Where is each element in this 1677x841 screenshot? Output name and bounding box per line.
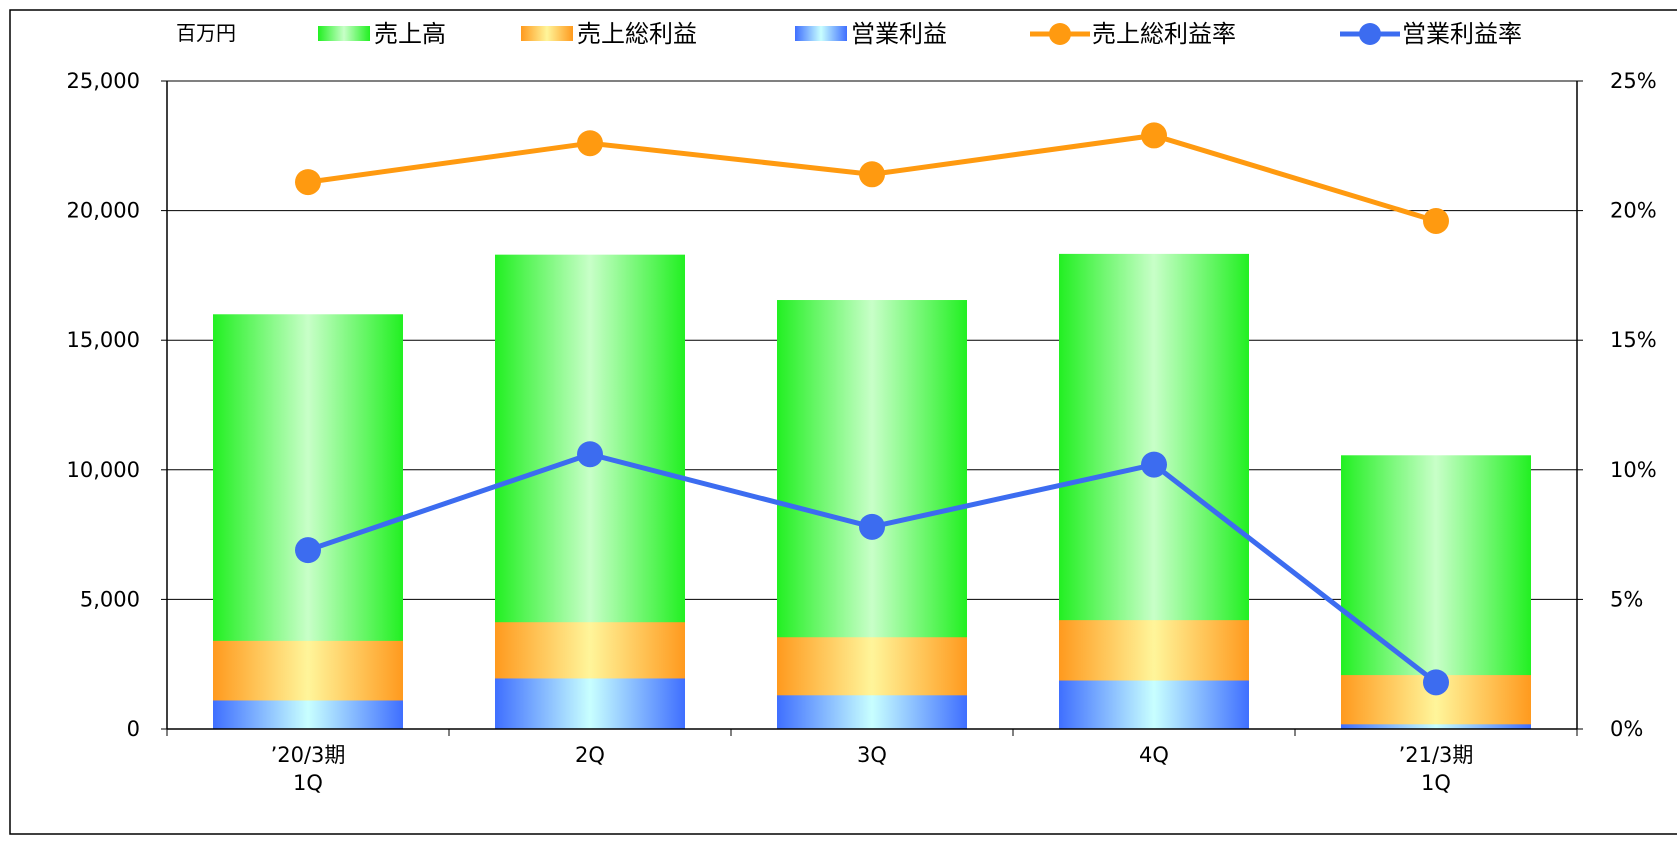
gross-margin-point — [1423, 207, 1449, 234]
operating-margin-point — [295, 537, 321, 564]
gross-margin-point — [1141, 122, 1167, 149]
sales-legend-swatch — [318, 26, 370, 41]
gross-margin-point — [859, 161, 885, 188]
y-left-tick-label: 0 — [127, 717, 140, 741]
operating-profit-bar — [1341, 724, 1531, 729]
operating-margin-point — [577, 441, 603, 468]
op_rate-legend-marker — [1359, 23, 1381, 45]
gross-legend-swatch — [521, 26, 573, 41]
gross-margin-point — [577, 130, 603, 157]
operating-margin-point — [859, 513, 885, 540]
chart-border — [9, 9, 1677, 835]
x-tick-label: 4Q — [1139, 743, 1169, 767]
lines — [295, 122, 1449, 696]
y-left-tick-label: 20,000 — [67, 199, 140, 223]
y-right-tick-label: 5% — [1610, 587, 1643, 611]
y-right-tick-label: 20% — [1610, 199, 1657, 223]
legend-label: 売上総利益 — [577, 20, 697, 48]
y-left-tick-label: 15,000 — [67, 328, 140, 352]
x-tick-label: 3Q — [857, 743, 887, 767]
axes: 0 5,000 10,000 15,000 20,000 25,000 0% 5% 10% 15%… — [67, 69, 1657, 795]
y-right-tick-label: 25% — [1610, 69, 1657, 93]
y-right-tick-label: 15% — [1610, 328, 1657, 352]
x-tick-label: ’21/3期 1Q — [1399, 743, 1474, 795]
legend-label: 営業利益率 — [1402, 20, 1522, 48]
operating-profit-bar — [213, 700, 403, 729]
legend-label: 売上高 — [374, 20, 446, 48]
operating-profit-bar — [495, 678, 685, 729]
unit-label: 百万円 — [176, 21, 236, 45]
y-left-tick-label: 5,000 — [80, 587, 140, 611]
op-legend-swatch — [795, 26, 847, 41]
legend-label: 売上総利益率 — [1092, 20, 1236, 48]
legend: 売上高 売上総利益 営業利益 売上総利益率 営業利益率 — [318, 20, 1522, 48]
y-right-tick-label: 0% — [1610, 717, 1643, 741]
y-right-tick-label: 10% — [1610, 458, 1657, 482]
gross_rate-legend-marker — [1049, 23, 1071, 45]
operating-profit-bar — [1059, 680, 1249, 729]
x-tick-label: 2Q — [575, 743, 605, 767]
legend-label: 営業利益 — [851, 20, 947, 48]
operating-margin-point — [1141, 451, 1167, 478]
bars — [213, 253, 1531, 729]
x-tick-label: ’20/3期 1Q — [271, 743, 346, 795]
gross-margin-point — [295, 169, 321, 196]
operating-margin-point — [1423, 669, 1449, 696]
operating-profit-bar — [777, 695, 967, 729]
y-left-tick-label: 25,000 — [67, 69, 140, 93]
y-left-tick-label: 10,000 — [67, 458, 140, 482]
